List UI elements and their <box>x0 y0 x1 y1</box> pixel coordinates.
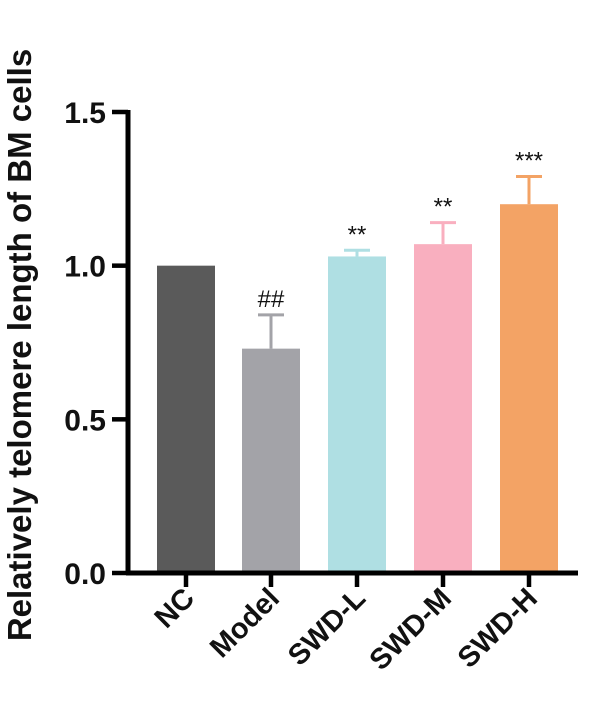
bar-nc <box>157 265 215 573</box>
bar-model <box>242 348 300 573</box>
bar-swd-m <box>414 244 472 574</box>
x-tick-label: SWD-M <box>364 582 458 676</box>
significance-label: ** <box>348 221 367 248</box>
significance-label: ** <box>434 194 453 221</box>
x-tick-label: SWD-H <box>452 582 544 674</box>
y-tick-label: 1.0 <box>64 251 106 284</box>
x-tick-label: NC <box>149 582 201 634</box>
y-tick-label: 0.0 <box>64 558 106 591</box>
significance-label: *** <box>515 148 543 175</box>
bar-swd-l <box>328 256 386 573</box>
x-tick-label: SWD-L <box>282 582 372 672</box>
x-tick-label: Model <box>204 582 286 664</box>
y-tick-label: 0.5 <box>64 404 106 437</box>
y-tick-label: 1.5 <box>64 97 106 130</box>
bar-swd-h <box>500 204 558 573</box>
y-axis-label: Relatively telomere length of BM cells <box>1 49 38 641</box>
significance-label: ## <box>258 286 285 313</box>
